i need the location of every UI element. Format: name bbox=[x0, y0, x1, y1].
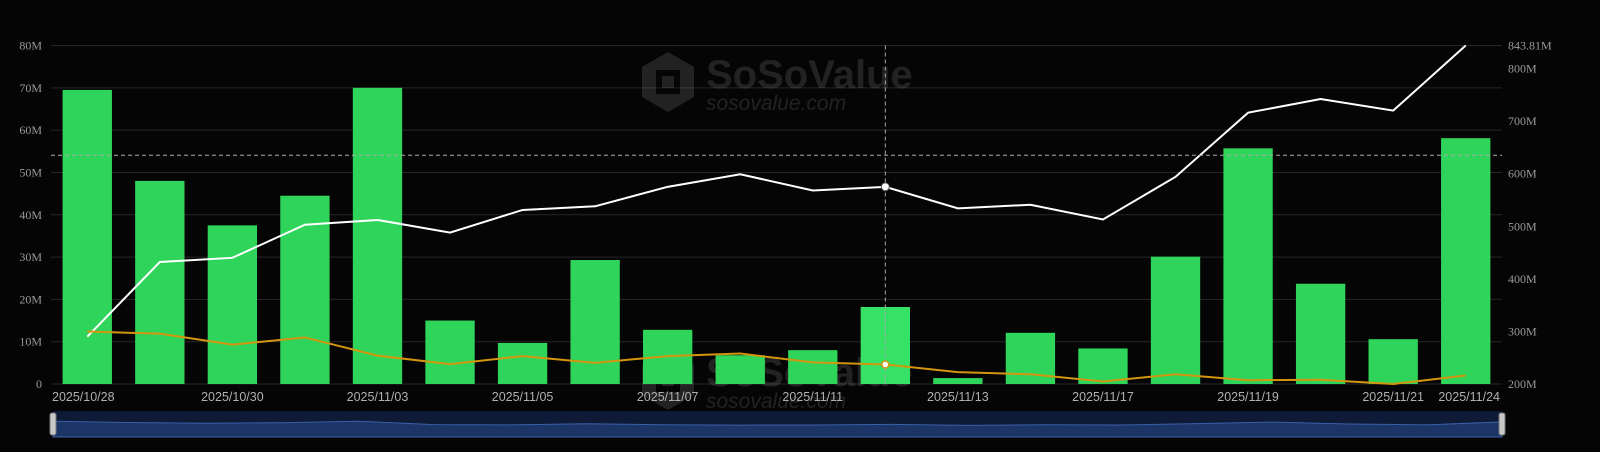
x-tick-label: 2025/10/30 bbox=[201, 390, 264, 404]
bar-series bbox=[62, 87, 1491, 384]
crosshair bbox=[51, 45, 1502, 384]
bar bbox=[1368, 339, 1418, 384]
y-left-tick-label: 70M bbox=[19, 81, 42, 95]
x-tick-label: 2025/11/17 bbox=[1072, 390, 1134, 404]
watermark-brand: SoSoValue bbox=[706, 53, 913, 97]
y-right-max-label: 843.81M bbox=[1508, 39, 1552, 53]
y-left-tick-label: 60M bbox=[19, 123, 42, 137]
watermark-site: sosovalue.com bbox=[706, 92, 846, 115]
y-right-tick-label: 300M bbox=[1508, 324, 1537, 338]
x-tick-label: 2025/11/03 bbox=[347, 390, 409, 404]
y-right-tick-label: 500M bbox=[1508, 219, 1537, 233]
bar bbox=[1078, 348, 1128, 384]
line-total bbox=[86, 44, 1467, 338]
bar bbox=[425, 320, 475, 384]
bar bbox=[1150, 256, 1201, 384]
y-left-tick-label: 80M bbox=[19, 39, 42, 53]
y-left-tick-label: 50M bbox=[19, 165, 42, 179]
y-left-tick-label: 0 bbox=[36, 377, 42, 391]
range-navigator[interactable] bbox=[49, 411, 1506, 438]
y-axis-left: 0 10M 20M 30M 40M 50M 60M 70M 80M bbox=[19, 39, 42, 392]
watermark-logo-icon bbox=[642, 52, 694, 112]
x-tick-label: 2025/11/05 bbox=[492, 390, 554, 404]
y-left-tick-label: 20M bbox=[19, 292, 42, 306]
bar bbox=[1223, 148, 1273, 384]
x-tick-label: 2025/11/21 bbox=[1362, 390, 1424, 404]
bar bbox=[62, 89, 112, 384]
navigator-handle-right[interactable] bbox=[1498, 412, 1506, 436]
x-axis: 2025/10/28 2025/10/30 2025/11/03 2025/11/05… bbox=[52, 390, 1500, 404]
line-secondary bbox=[87, 330, 1466, 386]
bar bbox=[135, 180, 185, 384]
watermark-top: SoSoValue sosovalue.com bbox=[642, 52, 913, 115]
bar bbox=[715, 355, 765, 384]
x-tick-label: 2025/11/13 bbox=[927, 390, 989, 404]
x-tick-label: 2025/10/28 bbox=[52, 390, 115, 404]
y-right-tick-label: 600M bbox=[1508, 167, 1537, 181]
bar bbox=[933, 378, 983, 384]
y-right-tick-label: 700M bbox=[1508, 114, 1537, 128]
marker-secondary bbox=[881, 360, 890, 369]
y-left-tick-label: 30M bbox=[19, 250, 42, 264]
x-tick-label: 2025/11/07 bbox=[637, 390, 699, 404]
x-tick-label: 2025/11/24 bbox=[1438, 390, 1500, 404]
y-left-tick-label: 10M bbox=[19, 335, 42, 349]
bar bbox=[497, 342, 548, 384]
bar bbox=[1441, 138, 1491, 384]
navigator-handle-left[interactable] bbox=[49, 412, 57, 436]
y-axis-right: 200M 300M 400M 500M 600M 700M 800M 843.81M bbox=[1508, 39, 1552, 392]
watermark-site: sosovalue.com bbox=[706, 390, 846, 413]
bar bbox=[1295, 283, 1346, 384]
bar bbox=[352, 87, 403, 384]
y-right-tick-label: 200M bbox=[1508, 377, 1537, 391]
x-tick-label: 2025/11/11 bbox=[782, 390, 843, 404]
x-tick-label: 2025/11/19 bbox=[1217, 390, 1279, 404]
bar bbox=[207, 225, 258, 384]
bar bbox=[280, 195, 330, 384]
bar bbox=[788, 350, 838, 384]
line-series bbox=[86, 44, 1467, 386]
y-right-tick-label: 800M bbox=[1508, 62, 1537, 76]
bar bbox=[570, 260, 620, 384]
marker-total bbox=[880, 182, 890, 192]
y-right-tick-label: 400M bbox=[1508, 272, 1537, 286]
navigator-area bbox=[52, 420, 1503, 438]
y-left-tick-label: 40M bbox=[19, 208, 42, 222]
